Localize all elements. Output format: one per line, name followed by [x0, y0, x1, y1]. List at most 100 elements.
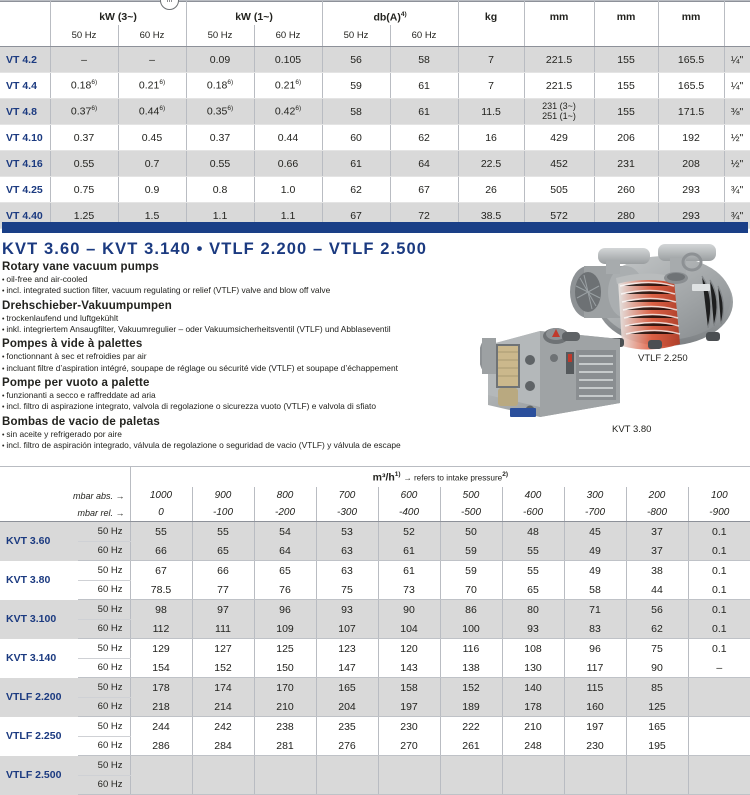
table-cell: 66 — [191, 560, 254, 580]
mbar-rel-value: -300 — [315, 504, 378, 522]
table-cell: 0.75 — [49, 176, 118, 203]
table-cell — [687, 736, 750, 756]
table-cell: 165 — [625, 716, 688, 736]
mbar-rel-value: -800 — [625, 504, 688, 522]
table-cell — [439, 755, 502, 775]
row-frequency-label: 50 Hz — [78, 638, 131, 659]
capacity-table-body: KVT 3.60 50 Hz 55 55 54 53 52 50 48 45 37 0.1 60 Hz 6… — [0, 521, 750, 795]
table-cell — [253, 775, 316, 795]
sub-header-kw3-50hz: 50 Hz — [50, 25, 118, 47]
table-cell: 0.446) — [117, 98, 187, 125]
row-frequency-label: 50 Hz — [78, 716, 131, 737]
sub-header-spacer — [0, 25, 51, 47]
mbar-abs-value: 100 — [687, 487, 750, 504]
table-cell: 59 — [439, 560, 502, 580]
sub-header-thread — [723, 25, 750, 47]
caption-vtlf-2250: VTLF 2.250 — [638, 353, 688, 364]
table-row: VTLF 2.250 50 Hz 244 242 238 235 230 222 210 197 1… — [0, 716, 750, 742]
table-row: 60 Hz — [0, 775, 750, 795]
pump-illustrations — [479, 244, 733, 417]
table-row: 60 Hz 66 65 64 63 61 59 55 49 37 0.1 — [0, 541, 750, 561]
table-cell — [253, 755, 316, 775]
table-cell: ½" — [723, 150, 750, 177]
table-cell: 62 — [389, 124, 459, 151]
table-cell — [687, 716, 750, 736]
table-cell: 97 — [191, 599, 254, 619]
table-cell: 116 — [439, 638, 502, 658]
table-cell: 67 — [129, 560, 192, 580]
table-cell: 155 — [593, 98, 659, 125]
table-cell: 286 — [129, 736, 192, 756]
table-cell: 65 — [501, 580, 564, 600]
table-row: VT 4.4 0.186) 0.216) 0.186) 0.216) 59 61 7 221.5… — [0, 72, 750, 99]
row-model-label: VTLF 2.500 — [0, 755, 78, 795]
mbar-rel-value: -200 — [253, 504, 316, 522]
table-cell: 0.376) — [49, 98, 118, 125]
table-cell: 160 — [563, 697, 626, 717]
caption-kvt-380: KVT 3.80 — [612, 424, 652, 435]
table-cell: 222 — [439, 716, 502, 736]
sub-header-mm3 — [657, 25, 725, 47]
table-cell: 129 — [129, 638, 192, 658]
table-cell: 206 — [593, 124, 659, 151]
sub-header-kg — [457, 25, 525, 47]
table-cell — [191, 755, 254, 775]
table-cell: 230 — [563, 736, 626, 756]
table-cell: 7 — [457, 72, 525, 99]
table-cell: 158 — [377, 677, 440, 697]
mbar-abs-value: 1000 — [129, 487, 192, 504]
table-cell: 11.5 — [457, 98, 525, 125]
table-cell: 276 — [315, 736, 378, 756]
row-frequency-label: 60 Hz — [78, 541, 131, 561]
language-heading: Pompe per vuoto a palette — [2, 376, 150, 389]
table-cell: 0.1 — [687, 541, 750, 561]
table-cell — [625, 755, 688, 775]
datasheet-page: kW (3~) kW (1~) db(A)4) kg mm mm mm 50 H… — [0, 0, 750, 750]
row-frequency-label: 60 Hz — [78, 658, 131, 678]
sub-header-kw1-50hz: 50 Hz — [185, 25, 255, 47]
footnote-ref-2: 2) — [502, 470, 509, 478]
row-model-label: VT 4.8 — [0, 98, 51, 125]
table-cell: ¼" — [723, 46, 750, 73]
language-bullet: funzionanti a secco e raffreddate ad ari… — [2, 390, 480, 401]
vtlf-2250-photo — [570, 244, 733, 350]
header-mm-2: mm — [593, 1, 659, 25]
table-cell: 67 — [389, 176, 459, 203]
language-block: Bombas de vacio de paletassin aceite y r… — [2, 415, 480, 452]
row-model-label: VT 4.2 — [0, 46, 51, 73]
table-cell: 244 — [129, 716, 192, 736]
table-cell: 109 — [253, 619, 316, 639]
table-cell: 0.216) — [253, 72, 323, 99]
table-cell: – — [687, 658, 750, 678]
table-cell: 0.45 — [117, 124, 187, 151]
table-cell: 242 — [191, 716, 254, 736]
table-cell: 76 — [253, 580, 316, 600]
mbar-rel-value: -900 — [687, 504, 750, 522]
table-cell: 22.5 — [457, 150, 525, 177]
table-cell: 0.186) — [49, 72, 118, 99]
row-frequency-label: 50 Hz — [78, 677, 131, 698]
mbar-abs-value: 600 — [377, 487, 440, 504]
table-cell: 192 — [657, 124, 725, 151]
language-bullet: incl. integrated suction filter, vacuum … — [2, 285, 480, 296]
table-cell: 1.0 — [253, 176, 323, 203]
section-divider-bar — [2, 222, 748, 233]
table-row: KVT 3.140 50 Hz 129 127 125 123 120 116 108 96 75 0… — [0, 638, 750, 664]
language-block: Pompe per vuoto a palettefunzionanti a s… — [2, 376, 480, 413]
table-cell: ⅜" — [723, 98, 750, 125]
table-cell: 45 — [563, 521, 626, 541]
table-cell: 0.55 — [185, 150, 255, 177]
table-cell: 96 — [253, 599, 316, 619]
table-row: KVT 3.80 50 Hz 67 66 65 63 61 59 55 49 38 0.1 — [0, 560, 750, 586]
mbar-abs-value: 900 — [191, 487, 254, 504]
top-table-body: VT 4.2– –0.09 0.105 56 58 7 221.5 155 165.5 ¼" VT … — [0, 46, 750, 229]
table-cell: 238 — [253, 716, 316, 736]
table-cell: 100 — [439, 619, 502, 639]
table-cell: 62 — [625, 619, 688, 639]
table-cell: 55 — [501, 541, 564, 561]
table-cell: 293 — [657, 176, 725, 203]
table-row: VT 4.16 0.55 0.7 0.55 0.66 61 64 22.5 452 231 208 ½… — [0, 150, 750, 177]
table-cell: 171.5 — [657, 98, 725, 125]
table-cell: 178 — [129, 677, 192, 697]
table-row: KVT 3.100 50 Hz 98 97 96 93 90 86 80 71 56 0.1 — [0, 599, 750, 639]
